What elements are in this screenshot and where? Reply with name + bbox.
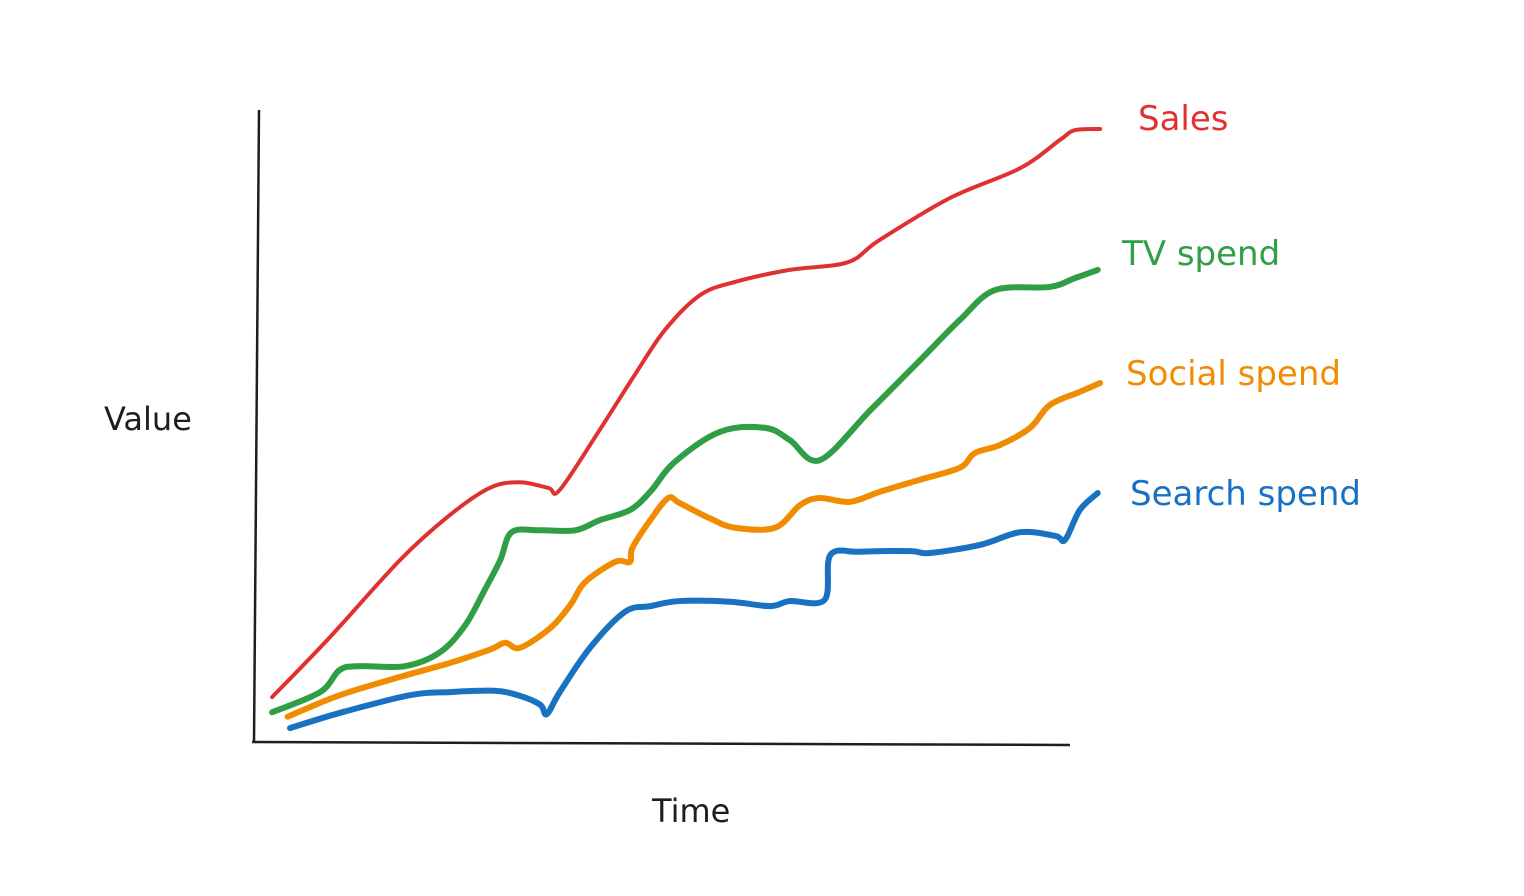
- series-line-social-spend: [284, 380, 1104, 720]
- legend-label-sales: Sales: [1138, 99, 1229, 139]
- y-axis-label: Value: [104, 400, 192, 438]
- legend-label-search-spend: Search spend: [1130, 474, 1361, 514]
- x-axis-label: Time: [651, 792, 730, 830]
- series-line-tv-spend: [269, 266, 1101, 716]
- y-axis: [252, 109, 261, 743]
- series-line-search-spend: [287, 489, 1101, 732]
- series-line-sales: [270, 126, 1103, 700]
- x-axis: [251, 740, 1071, 747]
- legend-label-tv-spend: TV spend: [1121, 234, 1280, 274]
- legend-label-social-spend: Social spend: [1126, 354, 1341, 394]
